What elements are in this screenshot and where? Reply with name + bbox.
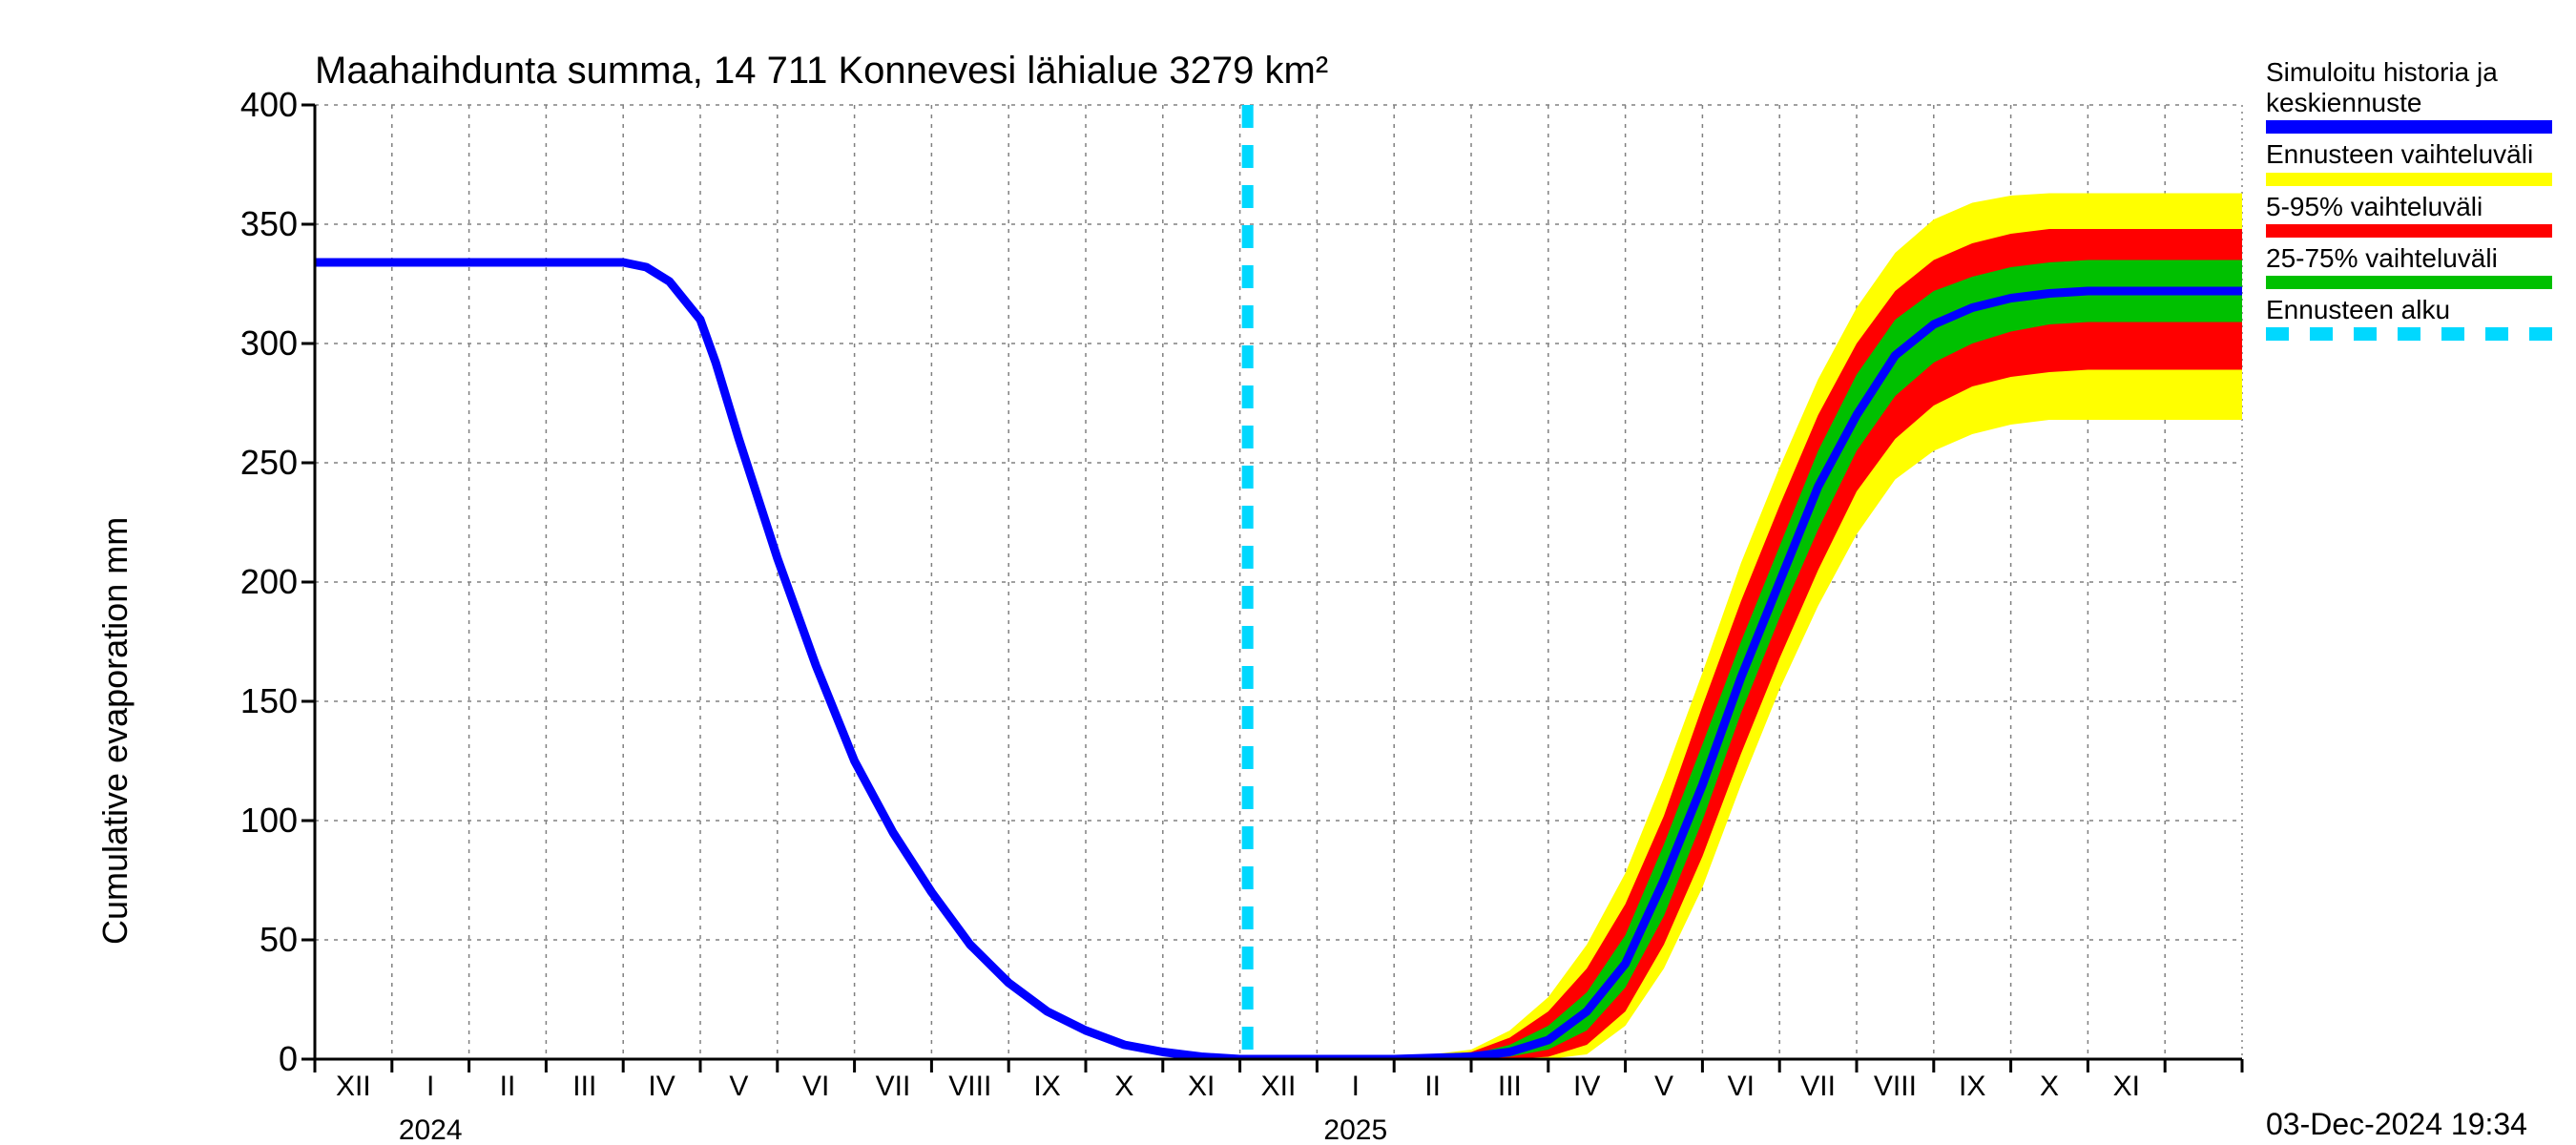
- x-tick-month-label: I: [1352, 1071, 1360, 1103]
- x-year-label: 2025: [1323, 1114, 1387, 1145]
- legend: Simuloitu historia ja keskiennuste Ennust…: [2266, 57, 2552, 346]
- x-tick-month-label: VII: [1800, 1071, 1836, 1103]
- legend-item: Ennusteen vaihteluväli: [2266, 139, 2552, 185]
- legend-swatch: [2266, 276, 2552, 289]
- y-tick-label: 150: [240, 681, 298, 721]
- y-tick-label: 100: [240, 801, 298, 841]
- legend-item: 5-95% vaihteluväli: [2266, 192, 2552, 238]
- legend-label: 5-95% vaihteluväli: [2266, 192, 2552, 222]
- y-tick-label: 250: [240, 443, 298, 483]
- y-tick-label: 0: [279, 1039, 298, 1079]
- x-tick-month-label: II: [1424, 1071, 1441, 1103]
- y-tick-label: 400: [240, 85, 298, 125]
- y-tick-label: 200: [240, 562, 298, 602]
- y-axis-label: Cumulative evaporation mm: [95, 517, 135, 945]
- x-year-label: 2024: [399, 1114, 463, 1145]
- y-tick-label: 350: [240, 204, 298, 244]
- x-tick-month-label: III: [1498, 1071, 1522, 1103]
- x-tick-month-label: IV: [1573, 1071, 1600, 1103]
- legend-swatch: [2266, 327, 2552, 341]
- x-tick-month-label: IV: [648, 1071, 675, 1103]
- chart-svg: [315, 105, 2242, 1059]
- chart-title: Maahaihdunta summa, 14 711 Konnevesi läh…: [315, 50, 1328, 93]
- y-tick-label: 300: [240, 323, 298, 364]
- x-tick-month-label: X: [1114, 1071, 1133, 1103]
- x-tick-month-label: XI: [2113, 1071, 2140, 1103]
- x-tick-month-label: IX: [1033, 1071, 1060, 1103]
- x-tick-month-label: XII: [336, 1071, 371, 1103]
- x-tick-month-label: VI: [802, 1071, 829, 1103]
- timestamp-footer: 03-Dec-2024 19:34 WSFS-O: [2266, 1107, 2576, 1145]
- x-tick-month-label: XI: [1188, 1071, 1215, 1103]
- legend-swatch: [2266, 173, 2552, 186]
- x-tick-month-label: XII: [1261, 1071, 1297, 1103]
- x-tick-month-label: VIII: [948, 1071, 991, 1103]
- legend-label: 25-75% vaihteluväli: [2266, 243, 2552, 274]
- x-tick-month-label: VI: [1728, 1071, 1755, 1103]
- legend-item: Ennusteen alku: [2266, 295, 2552, 341]
- y-tick-label: 50: [260, 920, 298, 960]
- x-tick-month-label: VIII: [1874, 1071, 1917, 1103]
- legend-swatch: [2266, 224, 2552, 238]
- legend-label: Ennusteen vaihteluväli: [2266, 139, 2552, 170]
- legend-swatch: [2266, 120, 2552, 134]
- plot-area: 050100150200250300350400XIIIIIIIIIVVVIVI…: [315, 105, 2242, 1059]
- x-tick-month-label: II: [500, 1071, 516, 1103]
- x-tick-month-label: III: [572, 1071, 596, 1103]
- x-tick-month-label: VII: [876, 1071, 911, 1103]
- chart-container: Maahaihdunta summa, 14 711 Konnevesi läh…: [0, 0, 2576, 1145]
- x-tick-month-label: V: [729, 1071, 748, 1103]
- x-tick-month-label: I: [426, 1071, 434, 1103]
- legend-label: Ennusteen alku: [2266, 295, 2552, 325]
- x-tick-month-label: X: [2040, 1071, 2059, 1103]
- legend-label: Simuloitu historia ja keskiennuste: [2266, 57, 2552, 118]
- x-tick-month-label: IX: [1959, 1071, 1985, 1103]
- x-tick-month-label: V: [1654, 1071, 1673, 1103]
- legend-item: 25-75% vaihteluväli: [2266, 243, 2552, 289]
- legend-item: Simuloitu historia ja keskiennuste: [2266, 57, 2552, 134]
